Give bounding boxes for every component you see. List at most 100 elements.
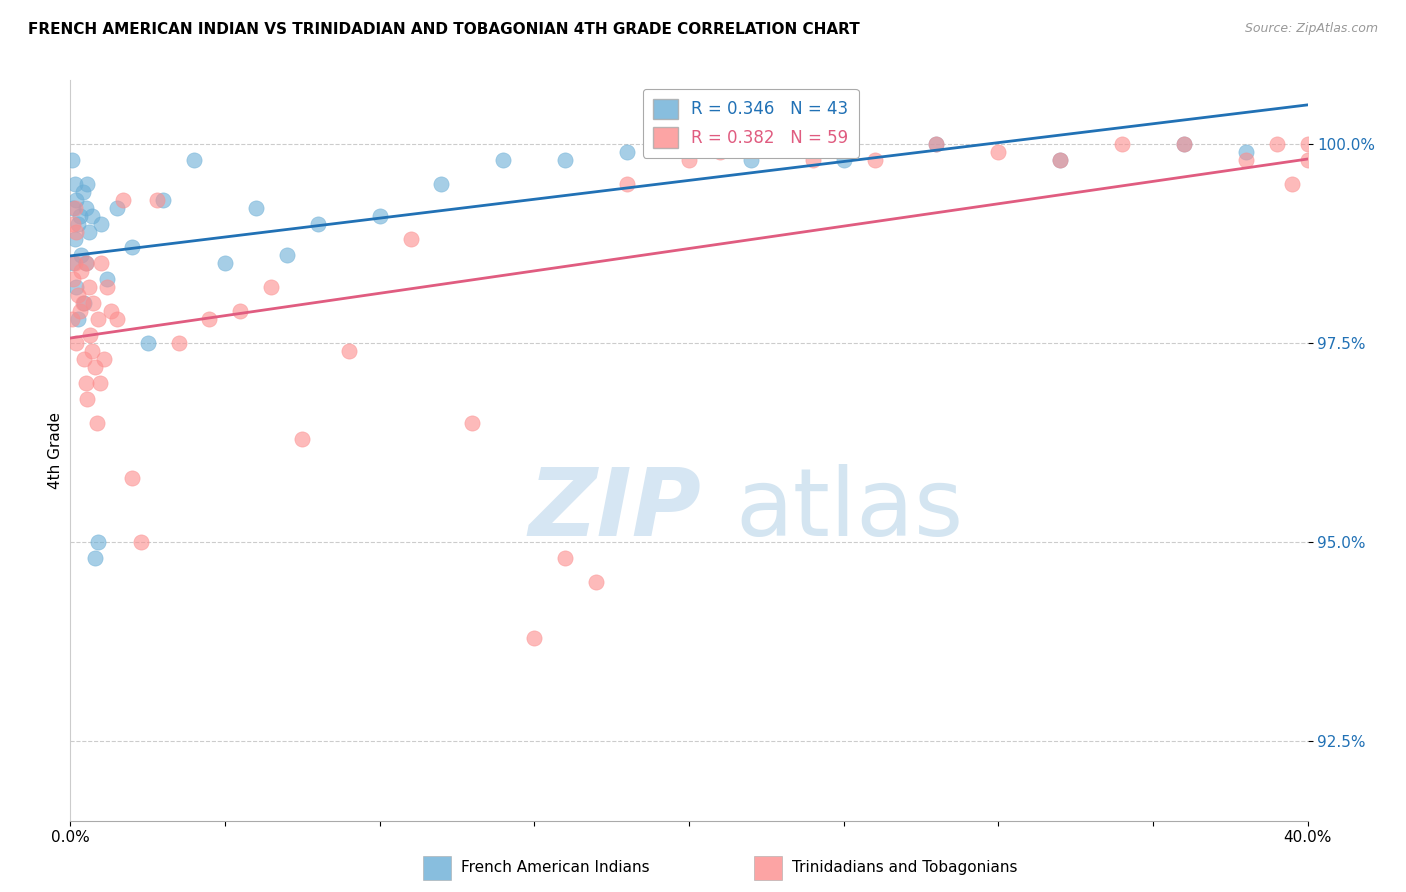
Point <box>62 272 84 286</box>
Point <box>925 136 948 151</box>
Point <box>291 432 314 446</box>
Point <box>65 193 87 207</box>
Point <box>136 336 159 351</box>
Point <box>399 232 422 246</box>
Point <box>90 217 112 231</box>
Point <box>1111 136 1133 151</box>
Point <box>554 153 576 167</box>
Point <box>276 248 298 262</box>
Point <box>461 416 484 430</box>
Point <box>63 177 86 191</box>
Point <box>75 376 97 390</box>
Point <box>76 392 98 406</box>
Point <box>69 209 91 223</box>
Point <box>75 256 97 270</box>
Point <box>93 351 115 366</box>
Point <box>63 256 86 270</box>
Text: FRENCH AMERICAN INDIAN VS TRINIDADIAN AND TOBAGONIAN 4TH GRADE CORRELATION CHART: FRENCH AMERICAN INDIAN VS TRINIDADIAN AN… <box>28 22 860 37</box>
Point <box>146 193 169 207</box>
Point <box>75 256 97 270</box>
Point <box>523 631 546 645</box>
Point <box>105 201 128 215</box>
Point <box>709 145 731 159</box>
Point <box>616 177 638 191</box>
Point <box>987 145 1010 159</box>
Point <box>84 550 107 565</box>
Text: ZIP: ZIP <box>529 464 702 556</box>
Point <box>63 201 86 215</box>
Point <box>65 225 87 239</box>
Point <box>925 136 948 151</box>
Point <box>90 256 112 270</box>
Point <box>260 280 283 294</box>
Point <box>678 136 700 151</box>
Point <box>67 217 90 231</box>
Text: French American Indians: French American Indians <box>461 861 650 875</box>
Point <box>337 343 360 358</box>
Point <box>80 209 103 223</box>
Point <box>1281 177 1303 191</box>
Point <box>72 296 94 310</box>
Point <box>832 153 855 167</box>
Point <box>1173 136 1195 151</box>
Point <box>60 153 83 167</box>
Point <box>69 304 91 318</box>
Point <box>65 280 87 294</box>
Point <box>430 177 453 191</box>
Point <box>65 336 87 351</box>
Point <box>801 153 824 167</box>
Point <box>75 201 97 215</box>
Point <box>73 351 96 366</box>
Point <box>70 264 93 278</box>
Point <box>245 201 267 215</box>
Point <box>1049 153 1071 167</box>
Point <box>554 550 576 565</box>
Point <box>73 296 96 310</box>
Point <box>72 185 94 199</box>
Point <box>198 312 221 326</box>
Point <box>678 153 700 167</box>
Point <box>84 359 107 374</box>
Point <box>1296 153 1319 167</box>
Point <box>67 288 90 302</box>
Point <box>863 153 886 167</box>
Point <box>368 209 391 223</box>
Point <box>214 256 236 270</box>
Point <box>1049 153 1071 167</box>
Point <box>77 280 100 294</box>
Point <box>1265 136 1288 151</box>
Point <box>77 225 100 239</box>
Point <box>616 145 638 159</box>
Point <box>307 217 329 231</box>
Point <box>60 312 83 326</box>
Point <box>585 574 607 589</box>
Point <box>1173 136 1195 151</box>
Point <box>62 201 84 215</box>
Point <box>740 136 762 151</box>
Point <box>89 376 111 390</box>
Point <box>80 343 103 358</box>
Point <box>82 296 105 310</box>
Point <box>96 280 118 294</box>
Point <box>121 240 143 254</box>
Point <box>105 312 128 326</box>
Point <box>79 328 101 343</box>
Point <box>63 232 86 246</box>
Point <box>492 153 515 167</box>
Text: Source: ZipAtlas.com: Source: ZipAtlas.com <box>1244 22 1378 36</box>
Point <box>167 336 190 351</box>
Point <box>62 217 84 231</box>
Legend: R = 0.346   N = 43, R = 0.382   N = 59: R = 0.346 N = 43, R = 0.382 N = 59 <box>643 88 859 158</box>
Point <box>96 272 118 286</box>
Point <box>86 416 108 430</box>
Text: Trinidadians and Tobagonians: Trinidadians and Tobagonians <box>792 861 1017 875</box>
Point <box>1234 153 1257 167</box>
Point <box>152 193 174 207</box>
Point <box>67 312 90 326</box>
Point <box>87 535 110 549</box>
Point <box>76 177 98 191</box>
Point <box>1234 145 1257 159</box>
Point <box>70 248 93 262</box>
Point <box>183 153 205 167</box>
Y-axis label: 4th Grade: 4th Grade <box>48 412 63 489</box>
